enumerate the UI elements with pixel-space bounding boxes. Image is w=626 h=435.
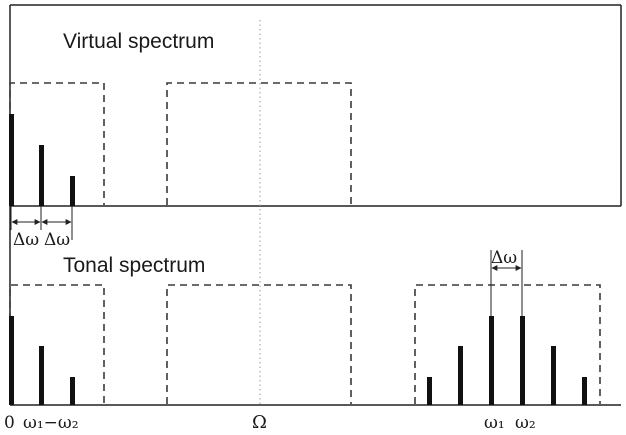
tonal-left-bar-2 bbox=[39, 346, 44, 405]
tonal-right-bar-2 bbox=[458, 346, 463, 405]
virtual-window-center bbox=[166, 82, 352, 205]
virtual-spectrum-title: Virtual spectrum bbox=[63, 30, 214, 53]
tonal-window-right bbox=[414, 284, 601, 404]
tonal-right-bar-5 bbox=[551, 346, 556, 405]
tonal-spectrum-title: Tonal spectrum bbox=[63, 254, 205, 277]
x-label-zero: 0 bbox=[4, 413, 15, 433]
delta-omega-label-1: Δω bbox=[13, 230, 39, 250]
tonal-right-bar-3 bbox=[489, 316, 494, 405]
virtual-bar-3 bbox=[70, 176, 75, 206]
delta-omega-label-2: Δω bbox=[44, 230, 70, 250]
virtual-bar-2 bbox=[39, 145, 44, 206]
tonal-left-bar-3 bbox=[70, 377, 75, 405]
delta-omega-label-right: Δω bbox=[491, 248, 517, 268]
virtual-window-left bbox=[9, 82, 105, 205]
virtual-bar-1 bbox=[9, 114, 14, 206]
tonal-right-bar-1 bbox=[427, 377, 432, 405]
x-label-omega2: ω₂ bbox=[515, 413, 536, 433]
x-label-omega1-minus-omega2: ω₁−ω₂ bbox=[23, 413, 79, 433]
x-label-Omega: Ω bbox=[252, 412, 267, 433]
tonal-window-left bbox=[9, 284, 105, 404]
x-label-omega1: ω₁ bbox=[484, 413, 505, 433]
tonal-right-bar-6 bbox=[582, 377, 587, 405]
tonal-right-bar-4 bbox=[520, 316, 525, 405]
tonal-left-bar-1 bbox=[9, 316, 14, 405]
tonal-window-center bbox=[166, 284, 352, 404]
